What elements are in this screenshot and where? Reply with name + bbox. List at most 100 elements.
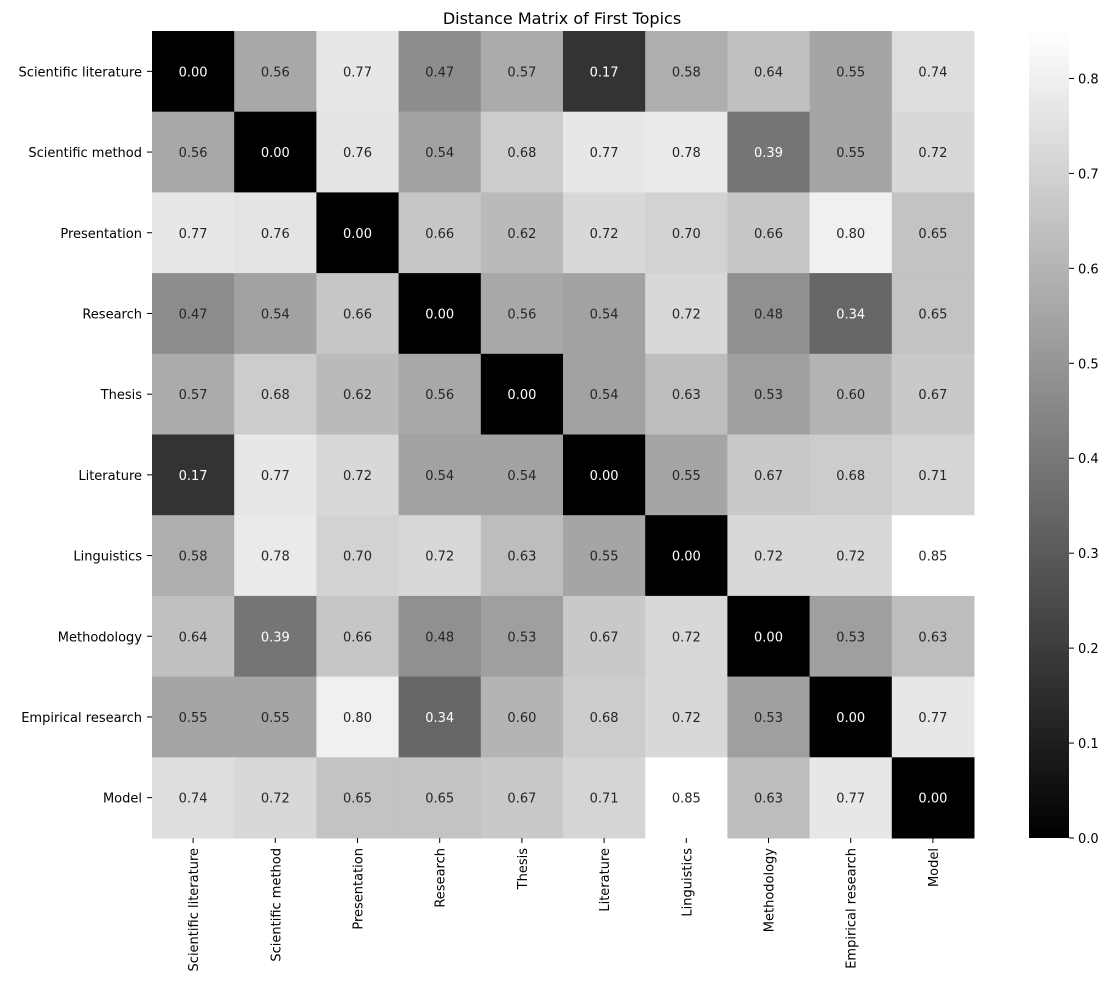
- heatmap-cell: [152, 757, 235, 839]
- column-label: Empirical research: [845, 848, 860, 969]
- cell-value-label: 0.55: [836, 146, 865, 161]
- cell-value-label: 0.00: [507, 388, 536, 403]
- column-label: Linguistics: [680, 848, 695, 917]
- heatmap-cell: [727, 434, 811, 516]
- heatmap-cell: [891, 595, 975, 678]
- heatmap-cell: [891, 192, 975, 274]
- row-label: Empirical research: [21, 711, 142, 726]
- cell-value-label: 0.80: [836, 227, 865, 242]
- heatmap-cells: 0.00 0.56 0.77 0.47 0.57 0.17 0.58 0.64 0.55 0.74…: [152, 31, 975, 839]
- cell-value-label: 0.72: [672, 630, 701, 645]
- heatmap-cell: [809, 111, 893, 193]
- row-label: Research: [82, 307, 142, 322]
- column-label: Research: [434, 848, 449, 908]
- cell-value-label: 0.70: [343, 550, 372, 565]
- heatmap-cell: [152, 192, 235, 274]
- heatmap-cell: [645, 111, 728, 193]
- cell-value-label: 0.77: [836, 792, 865, 807]
- heatmap-cell: [563, 434, 646, 516]
- heatmap-cell: [727, 273, 811, 355]
- cell-value-label: 0.63: [754, 792, 783, 807]
- cell-value-label: 0.60: [507, 711, 536, 726]
- cell-value-label: 0.54: [425, 469, 454, 484]
- cell-value-label: 0.66: [425, 227, 454, 242]
- row-label: Model: [103, 792, 142, 807]
- cell-value-label: 0.00: [918, 792, 947, 807]
- cell-value-label: 0.00: [754, 630, 783, 645]
- heatmap-cell: [563, 111, 646, 193]
- cell-value-label: 0.54: [590, 307, 619, 322]
- row-label: Thesis: [100, 388, 143, 403]
- colorbar-tick-label: 0.6: [1078, 262, 1099, 277]
- colorbar-tick-label: 0.0: [1078, 832, 1099, 847]
- cell-value-label: 0.68: [507, 146, 536, 161]
- cell-value-label: 0.65: [918, 307, 947, 322]
- heatmap-cell: [727, 595, 811, 678]
- cell-value-label: 0.55: [261, 711, 290, 726]
- cell-value-label: 0.56: [507, 307, 536, 322]
- heatmap-cell: [563, 273, 646, 355]
- cell-value-label: 0.55: [179, 711, 208, 726]
- cell-value-label: 0.72: [425, 550, 454, 565]
- heatmap-cell: [809, 595, 893, 678]
- cell-value-label: 0.72: [672, 307, 701, 322]
- cell-value-label: 0.00: [590, 469, 619, 484]
- heatmap-cell: [727, 31, 811, 113]
- cell-value-label: 0.00: [343, 227, 372, 242]
- heatmap-cell: [563, 31, 646, 113]
- heatmap-cell: [645, 434, 728, 516]
- row-label: Scientific method: [28, 146, 142, 161]
- cell-value-label: 0.85: [672, 792, 701, 807]
- heatmap-cell: [563, 515, 646, 597]
- cell-value-label: 0.64: [754, 65, 783, 80]
- cell-value-label: 0.00: [261, 146, 290, 161]
- row-label: Methodology: [58, 630, 143, 645]
- heatmap-cell: [480, 111, 564, 193]
- cell-value-label: 0.77: [590, 146, 619, 161]
- heatmap-cell: [891, 353, 975, 435]
- cell-value-label: 0.72: [754, 550, 783, 565]
- cell-value-label: 0.00: [425, 307, 454, 322]
- heatmap-cell: [480, 595, 564, 678]
- heatmap-cell: [891, 434, 975, 516]
- colorbar-tick-label: 0.2: [1078, 642, 1099, 657]
- cell-value-label: 0.56: [261, 65, 290, 80]
- heatmap-cell: [891, 757, 975, 839]
- cell-value-label: 0.00: [179, 65, 208, 80]
- cell-value-label: 0.76: [261, 227, 290, 242]
- cell-value-label: 0.67: [507, 792, 536, 807]
- heatmap-cell: [234, 515, 317, 597]
- heatmap-cell: [398, 515, 482, 597]
- colorbar-tick-label: 0.8: [1078, 72, 1099, 87]
- cell-value-label: 0.72: [918, 146, 947, 161]
- cell-value-label: 0.63: [918, 630, 947, 645]
- column-label: Model: [927, 848, 942, 887]
- cell-value-label: 0.54: [261, 307, 290, 322]
- cell-value-label: 0.47: [425, 65, 454, 80]
- cell-value-label: 0.74: [179, 792, 208, 807]
- column-label: Thesis: [516, 848, 531, 891]
- cell-value-label: 0.53: [836, 630, 865, 645]
- cell-value-label: 0.68: [261, 388, 290, 403]
- heatmap-cell: [645, 192, 728, 274]
- colorbar-tick-label: 0.1: [1078, 737, 1099, 752]
- heatmap-cell: [234, 31, 317, 113]
- heatmap-cell: [316, 273, 400, 355]
- cell-value-label: 0.80: [343, 711, 372, 726]
- heatmap-cell: [398, 676, 482, 758]
- cell-value-label: 0.63: [507, 550, 536, 565]
- heatmap-cell: [645, 273, 728, 355]
- row-label: Literature: [78, 469, 142, 484]
- cell-value-label: 0.64: [179, 630, 208, 645]
- cell-value-label: 0.62: [507, 227, 536, 242]
- heatmap-cell: [398, 192, 482, 274]
- heatmap-cell: [727, 515, 811, 597]
- heatmap-cell: [809, 31, 893, 113]
- cell-value-label: 0.71: [590, 792, 619, 807]
- heatmap-cell: [809, 192, 893, 274]
- heatmap-cell: [234, 353, 317, 435]
- cell-value-label: 0.39: [261, 630, 290, 645]
- heatmap-cell: [480, 515, 564, 597]
